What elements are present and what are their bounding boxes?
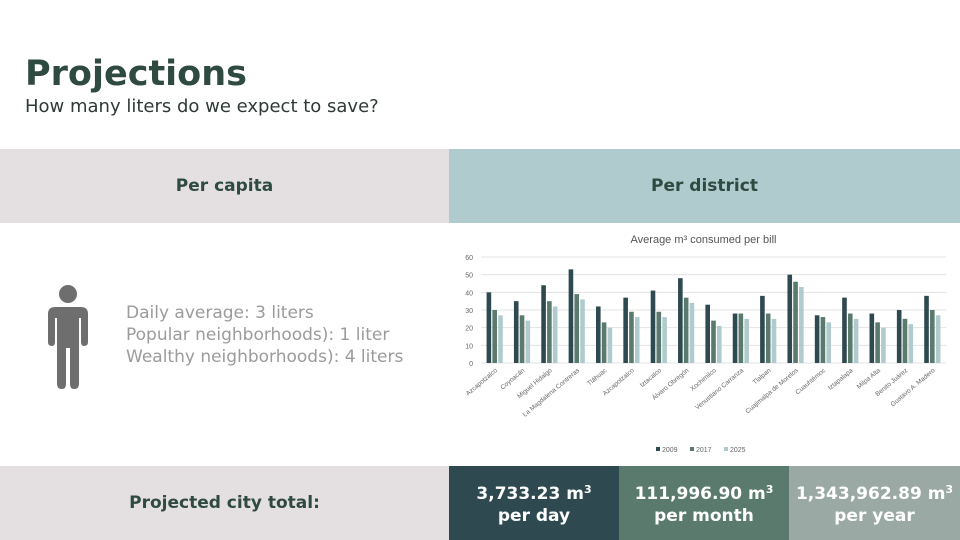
- page-title: Projections: [25, 54, 247, 94]
- bar-2025: [498, 315, 503, 363]
- monthly-unit-sup: 3: [765, 483, 774, 496]
- y-tick-label: 0: [469, 361, 473, 368]
- bar-2017: [519, 315, 525, 363]
- daily-value: 3,733.23 m: [476, 484, 584, 504]
- bar-2009: [568, 269, 574, 363]
- bar-2009: [486, 292, 492, 363]
- district-consumption-chart: Average m³ consumed per bill 0 10 20 30 40 50 6…: [465, 234, 946, 454]
- bar-2025: [799, 287, 804, 363]
- bar-2025: [525, 320, 531, 363]
- bar-2009: [595, 306, 601, 363]
- y-tick-label: 10: [465, 343, 473, 350]
- bar-2025: [744, 318, 749, 363]
- monthly-value: 111,996.90 m: [634, 484, 766, 504]
- x-tick-label: Venustiano Carranza: [694, 367, 745, 412]
- bar-2025: [771, 318, 777, 363]
- bar-2025: [552, 306, 558, 363]
- bar-2009: [705, 304, 710, 363]
- per-capita-stats: Daily average: 3 liters Popular neighbor…: [126, 302, 403, 368]
- bar-2017: [875, 322, 880, 363]
- bar-2025: [853, 318, 859, 363]
- bar-2025: [580, 299, 585, 363]
- bar-2017: [820, 317, 826, 363]
- stat-daily-average: Daily average: 3 liters: [126, 303, 314, 323]
- bar-2017: [711, 320, 716, 363]
- x-tick-label: Cuauhtémoc: [794, 367, 827, 397]
- daily-unit-sup: 3: [583, 483, 592, 496]
- per-district-header: Per district: [449, 149, 960, 223]
- bar-2017: [738, 313, 744, 363]
- bar-2017: [492, 310, 497, 363]
- y-tick-label: 30: [465, 308, 473, 315]
- bar-2017: [574, 294, 580, 363]
- legend-swatch-2025: [724, 447, 728, 451]
- x-tick-label: Iztacalco: [639, 367, 663, 389]
- legend-label-2025: 2025: [730, 447, 746, 454]
- total-per-day-box: 3,733.23 m3 per day: [449, 466, 619, 540]
- bar-2017: [683, 297, 689, 363]
- x-tick-label: Tláhuac: [586, 367, 609, 388]
- stat-popular-neighborhoods: Popular neighborhoods): 1 liter: [126, 325, 390, 345]
- bar-2017: [930, 310, 935, 363]
- legend-label-2009: 2009: [662, 447, 678, 454]
- bar-2025: [935, 315, 941, 363]
- yearly-value: 1,343,962.89 m: [795, 484, 946, 504]
- y-tick-label: 60: [465, 255, 473, 262]
- bar-2017: [847, 313, 853, 363]
- bar-2025: [689, 302, 695, 363]
- x-tick-label: Iztapalapa: [827, 367, 855, 392]
- bar-2017: [656, 311, 662, 363]
- x-tick-label: Coyoacán: [499, 367, 526, 391]
- x-tick-label: Milpa Alta: [856, 367, 882, 391]
- total-per-month-box: 111,996.90 m3 per month: [619, 466, 789, 540]
- bar-2009: [678, 278, 683, 363]
- monthly-period: per month: [654, 506, 754, 526]
- bar-2017: [793, 281, 798, 363]
- bar-2009: [760, 295, 765, 363]
- stat-wealthy-neighborhoods: Wealthy neighborhoods): 4 liters: [126, 347, 404, 367]
- person-icon: [48, 285, 88, 389]
- bar-2017: [547, 301, 552, 363]
- y-tick-label: 40: [465, 290, 473, 297]
- bar-2017: [601, 322, 607, 363]
- bar-2017: [902, 318, 908, 363]
- bar-2025: [607, 327, 613, 363]
- bar-2017: [629, 311, 634, 363]
- page-subtitle: How many liters do we expect to save?: [25, 96, 379, 117]
- daily-period: per day: [497, 506, 571, 526]
- per-capita-header: Per capita: [0, 149, 449, 223]
- legend-label-2017: 2017: [696, 447, 712, 454]
- bar-2009: [787, 274, 793, 363]
- bar-2025: [908, 324, 914, 363]
- x-tick-label: La Magdalena Contreras: [522, 367, 582, 419]
- bar-2009: [814, 315, 820, 363]
- projected-total-label: Projected city total:: [0, 466, 449, 540]
- bar-2009: [896, 310, 902, 363]
- total-per-year-box: 1,343,962.89 m3 per year: [789, 466, 960, 540]
- bar-2009: [732, 313, 738, 363]
- y-tick-label: 20: [465, 326, 473, 333]
- yearly-period: per year: [834, 506, 915, 526]
- bar-2025: [634, 317, 640, 363]
- bar-2017: [765, 313, 771, 363]
- legend-swatch-2009: [656, 447, 660, 451]
- bar-2009: [924, 295, 929, 363]
- x-tick-label: Cuajimalpa de Morelos: [744, 367, 800, 416]
- bar-2009: [869, 313, 875, 363]
- bar-2009: [623, 297, 628, 363]
- bar-2009: [541, 285, 546, 363]
- x-tick-label: Azcapotzalco: [465, 367, 499, 397]
- y-tick-label: 50: [465, 273, 473, 280]
- bar-2025: [717, 325, 722, 363]
- legend-swatch-2017: [690, 447, 694, 451]
- chart-title: Average m³ consumed per bill: [631, 234, 777, 246]
- bar-2025: [881, 327, 886, 363]
- bar-2009: [650, 290, 656, 363]
- bar-2009: [842, 297, 847, 363]
- x-tick-label: Tlalpan: [752, 367, 773, 386]
- yearly-unit-sup: 3: [945, 483, 954, 496]
- bar-2025: [826, 322, 832, 363]
- bar-2009: [513, 301, 519, 363]
- bar-2025: [662, 317, 667, 363]
